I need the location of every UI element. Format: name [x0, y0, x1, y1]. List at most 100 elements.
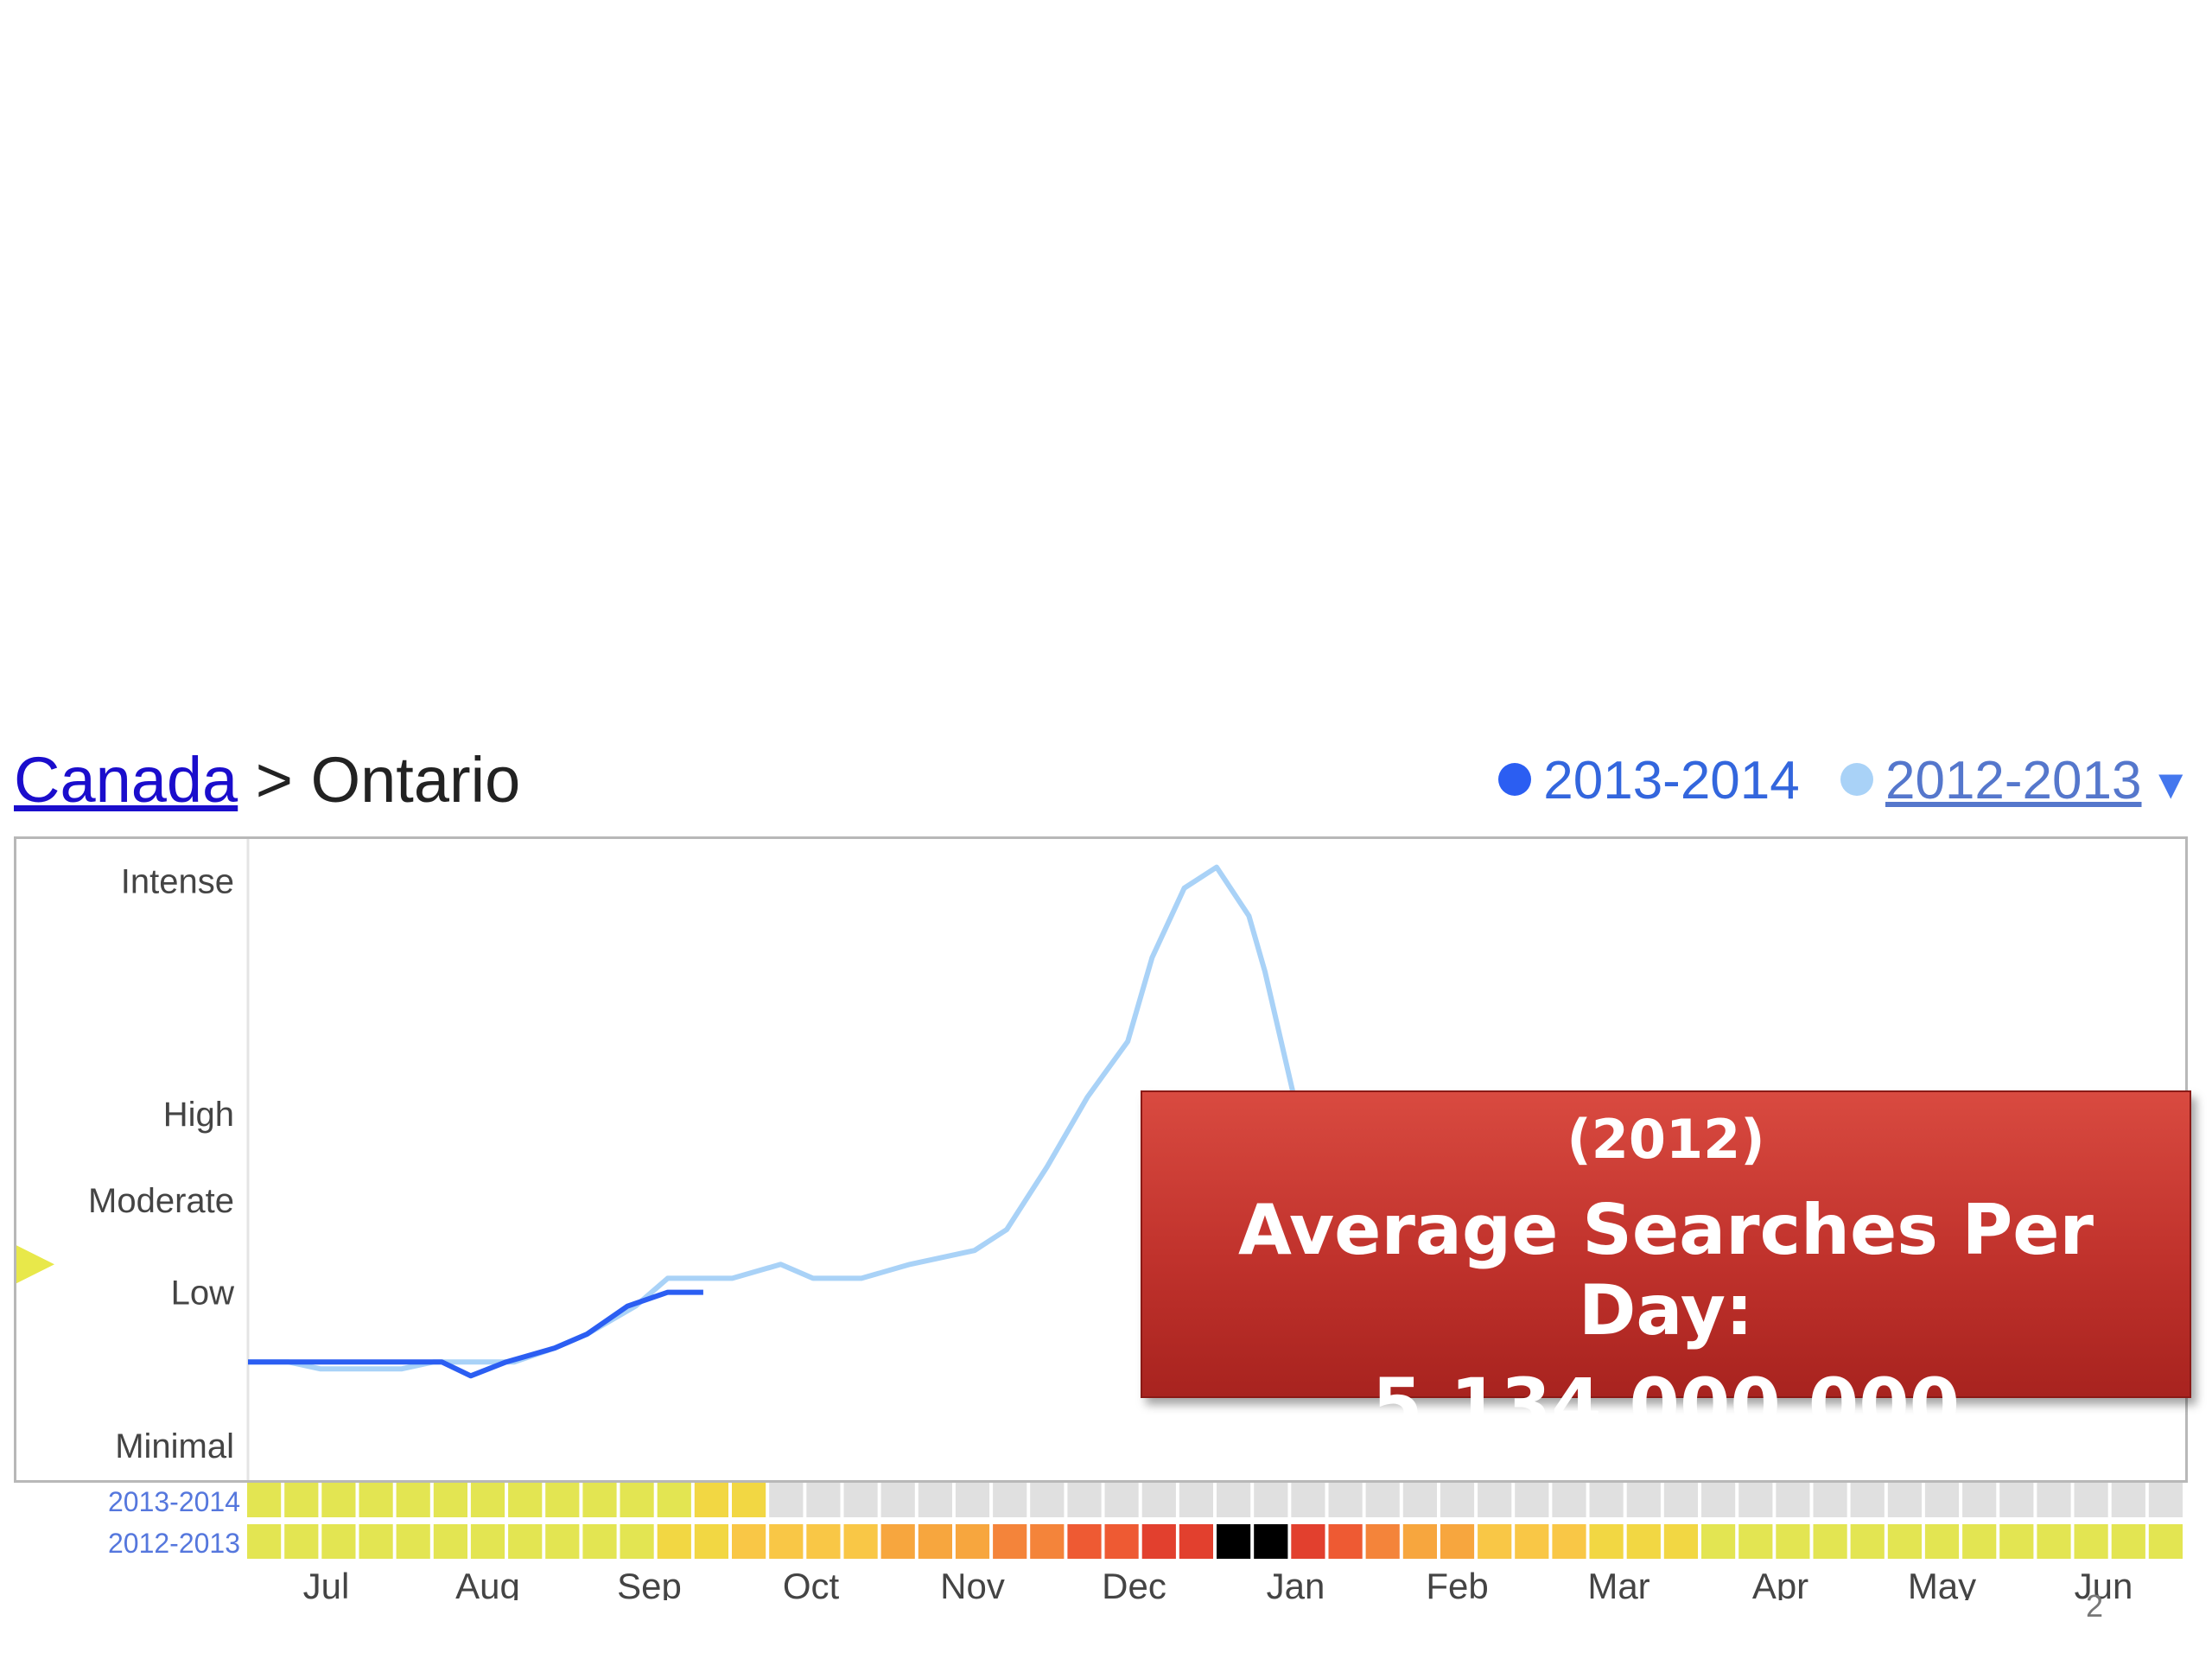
heatmap-cell — [508, 1483, 543, 1517]
heatmap-cell — [993, 1483, 1027, 1517]
heatmap-cell — [1217, 1483, 1251, 1517]
heatmap-cell — [1552, 1483, 1586, 1517]
heatmap-cell — [1402, 1524, 1437, 1559]
heatmap-cell — [545, 1483, 580, 1517]
heatmap-cell — [1291, 1524, 1325, 1559]
heatmap-cell — [1663, 1524, 1698, 1559]
breadcrumb: Canada > Ontario — [14, 743, 520, 817]
heatmap-cell — [1030, 1524, 1065, 1559]
heatmap-cell — [1887, 1524, 1922, 1559]
heatmap-cell — [1030, 1483, 1065, 1517]
heatmap-cell — [1924, 1483, 1960, 1517]
heatmap-cell — [694, 1483, 728, 1517]
x-month-label: Apr — [1752, 1566, 1808, 1600]
heatmap-cell — [1254, 1524, 1288, 1559]
heatmap-cell — [843, 1524, 878, 1559]
breadcrumb-current: Ontario — [310, 744, 521, 816]
current-level-marker-icon — [16, 1245, 54, 1284]
heatmap-cell — [284, 1483, 319, 1517]
heatmap-cell — [2074, 1483, 2108, 1517]
heatmap-cell — [1141, 1524, 1176, 1559]
x-month-label: Sep — [617, 1566, 682, 1600]
x-month-label: Dec — [1102, 1566, 1166, 1600]
heatmap-cell — [657, 1483, 691, 1517]
x-month-label: Jan — [1267, 1566, 1325, 1600]
y-level-label: Moderate — [88, 1182, 234, 1220]
heatmap-cell — [582, 1483, 617, 1517]
legend-dot-icon — [1498, 762, 1532, 796]
legend: 2013-2014 2012-2013 ▼ — [1472, 750, 2191, 811]
heatmap-cell — [1552, 1524, 1586, 1559]
heatmap-cell — [1104, 1524, 1139, 1559]
heatmap-cell — [1999, 1524, 2034, 1559]
heatmap-cell — [284, 1524, 319, 1559]
heatmap-cell — [1626, 1483, 1661, 1517]
heatmap-cell — [359, 1524, 393, 1559]
x-month-label: Oct — [783, 1566, 840, 1600]
heatmap-cell — [1813, 1483, 1847, 1517]
heatmap-cell — [582, 1524, 617, 1559]
heatmap-cell — [620, 1524, 654, 1559]
legend-dot-icon — [1840, 762, 1873, 796]
x-month-label: Aug — [455, 1566, 520, 1600]
heatmap-cell — [1701, 1524, 1736, 1559]
heatmap-cell — [2111, 1483, 2145, 1517]
heatmap-cell — [545, 1524, 580, 1559]
heatmap-cell — [1179, 1524, 1213, 1559]
heatmap-cell — [955, 1483, 990, 1517]
heatmap-cell — [470, 1483, 505, 1517]
heatmap-cell — [769, 1483, 804, 1517]
heatmap-cell — [1328, 1524, 1363, 1559]
page-number: 2 — [2086, 1588, 2104, 1624]
legend-label: 2013-2014 — [1543, 751, 1800, 810]
heatmap-cell — [1365, 1483, 1400, 1517]
heatmap-cell — [1701, 1483, 1736, 1517]
heatmap-row-label: 2012-2013 — [108, 1528, 240, 1559]
heatmap-cell — [1776, 1524, 1810, 1559]
heatmap-cell — [1328, 1483, 1363, 1517]
heatmap-cell — [918, 1524, 952, 1559]
heatmap-cell — [321, 1483, 356, 1517]
chart-header: Canada > Ontario 2013-2014 2012-2013 ▼ — [14, 743, 2191, 821]
season-select-label[interactable]: 2012-2013 — [1885, 751, 2142, 810]
heatmap-cell — [1365, 1524, 1400, 1559]
heatmap-cell — [1291, 1483, 1325, 1517]
heatmap-cell — [359, 1483, 393, 1517]
y-level-label: High — [163, 1096, 234, 1134]
heatmap-cell — [1440, 1483, 1475, 1517]
heatmap-cell — [694, 1524, 728, 1559]
heatmap-cell — [1962, 1483, 1997, 1517]
heatmap-cell — [1478, 1483, 1512, 1517]
heatmap-cell — [2148, 1524, 2183, 1559]
legend-item-2012-2013[interactable]: 2012-2013 ▼ — [1840, 750, 2191, 811]
heatmap-cell — [1813, 1524, 1847, 1559]
callout-value: 5,134,000,000 — [1371, 1363, 1961, 1447]
chart-svg: Minimal Low Moderate High Intense — [16, 839, 2185, 1480]
heatmap-cell — [1850, 1524, 1885, 1559]
breadcrumb-separator: > — [255, 744, 293, 816]
legend-item-2013-2014[interactable]: 2013-2014 — [1498, 750, 1800, 811]
heatmap-cell — [321, 1524, 356, 1559]
callout-headline: Average Searches Per Day: — [1237, 1190, 2094, 1351]
heatmap-cell — [1589, 1483, 1624, 1517]
heatmap-cell — [247, 1483, 282, 1517]
heatmap-cell — [1067, 1483, 1102, 1517]
heatmap-cell — [1924, 1524, 1960, 1559]
heatmap-cell — [620, 1483, 654, 1517]
heatmap-cell — [433, 1524, 467, 1559]
breadcrumb-link-canada[interactable]: Canada — [14, 744, 238, 816]
y-level-label: Low — [171, 1274, 234, 1313]
y-level-label: Minimal — [115, 1427, 234, 1465]
heatmap-cell — [396, 1483, 430, 1517]
callout-year: (2012) — [1567, 1108, 1765, 1171]
heatmap-cell — [1626, 1524, 1661, 1559]
heatmap-cell — [880, 1524, 915, 1559]
triangle-down-icon[interactable]: ▼ — [2150, 762, 2191, 808]
heatmap-cell — [396, 1524, 430, 1559]
heatmap-cell — [1402, 1483, 1437, 1517]
heatmap-cell — [806, 1483, 841, 1517]
heatmap-cell — [1440, 1524, 1475, 1559]
heatmap-cell — [1776, 1483, 1810, 1517]
x-month-label: Nov — [940, 1566, 1005, 1600]
x-month-label: Jul — [303, 1566, 350, 1600]
